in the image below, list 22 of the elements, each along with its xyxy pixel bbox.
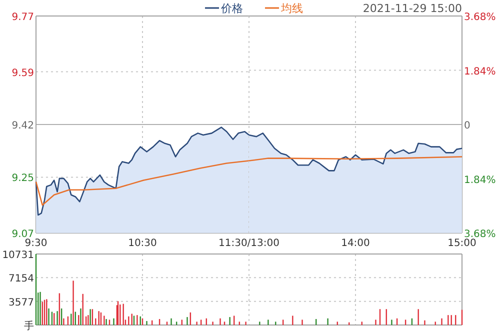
y-tick-label: 9.59 — [12, 68, 34, 79]
y-tick-label: 9.42 — [12, 120, 34, 132]
y-tick-label: 9.07 — [12, 229, 34, 240]
legend-label: 均线 — [280, 2, 303, 15]
y2-tick-label: 3.68% — [464, 229, 496, 240]
x-tick-label: 14:00 — [341, 238, 370, 249]
y-tick-label: 3577 — [8, 297, 34, 308]
y-tick-label: 手 — [24, 320, 34, 332]
y-tick-label: 9.25 — [12, 173, 34, 184]
y-tick-label: 7154 — [8, 274, 34, 285]
y-tick-label: 9.77 — [12, 12, 34, 23]
x-tick-label: 15:00 — [448, 238, 476, 249]
x-tick-label: 10:30 — [128, 238, 157, 249]
x-tick-label: 11:30/13:00 — [218, 238, 280, 249]
legend-label: 价格 — [220, 2, 243, 15]
y2-tick-label: 0 — [464, 120, 470, 132]
y2-tick-label: 3.68% — [464, 12, 496, 23]
y2-tick-label: 1.84% — [464, 66, 496, 78]
y2-tick-label: 1.84% — [464, 174, 496, 186]
y-tick-label: 10731 — [2, 250, 34, 261]
x-tick-label: 9:30 — [24, 238, 48, 249]
text: 2021-11-29 15:00 — [362, 2, 462, 15]
